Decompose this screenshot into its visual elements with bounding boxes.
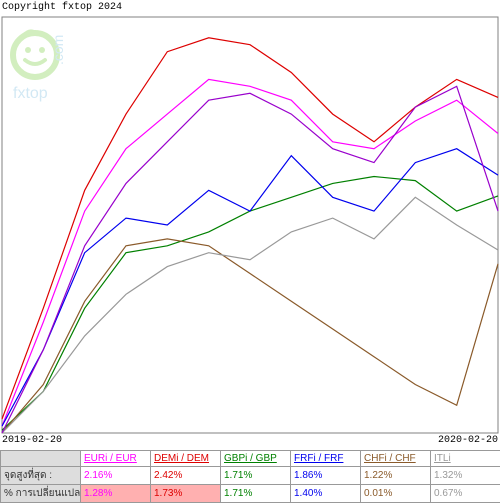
table-cell: 1.71% [221, 467, 291, 485]
table-corner [1, 451, 81, 467]
col-header[interactable]: EURi / EUR [81, 451, 151, 467]
row-label: จุดสูงที่สุด : [1, 467, 81, 485]
copyright-text: Copyright fxtop 2024 [2, 2, 122, 13]
col-header[interactable]: GBPi / GBP [221, 451, 291, 467]
series-DEMi/DEM [2, 38, 498, 419]
line-chart [0, 15, 500, 435]
table-cell: 2.42% [151, 467, 221, 485]
xaxis-end-label: 2020-02-20 [438, 435, 498, 446]
data-table: EURi / EURDEMi / DEMGBPi / GBPFRFi / FRF… [0, 450, 500, 503]
table-cell: 1.86% [291, 467, 361, 485]
series-EURi/EUR [2, 79, 498, 426]
col-header[interactable]: FRFi / FRF [291, 451, 361, 467]
col-header[interactable]: ITLi [431, 451, 500, 467]
col-header[interactable]: DEMi / DEM [151, 451, 221, 467]
table-cell: 2.16% [81, 467, 151, 485]
col-header[interactable]: CHFi / CHF [361, 451, 431, 467]
table-cell: 1.32% [431, 467, 500, 485]
series-FRFi/FRF [2, 149, 498, 426]
xaxis-start-label: 2019-02-20 [2, 435, 62, 446]
table-cell: 1.22% [361, 467, 431, 485]
